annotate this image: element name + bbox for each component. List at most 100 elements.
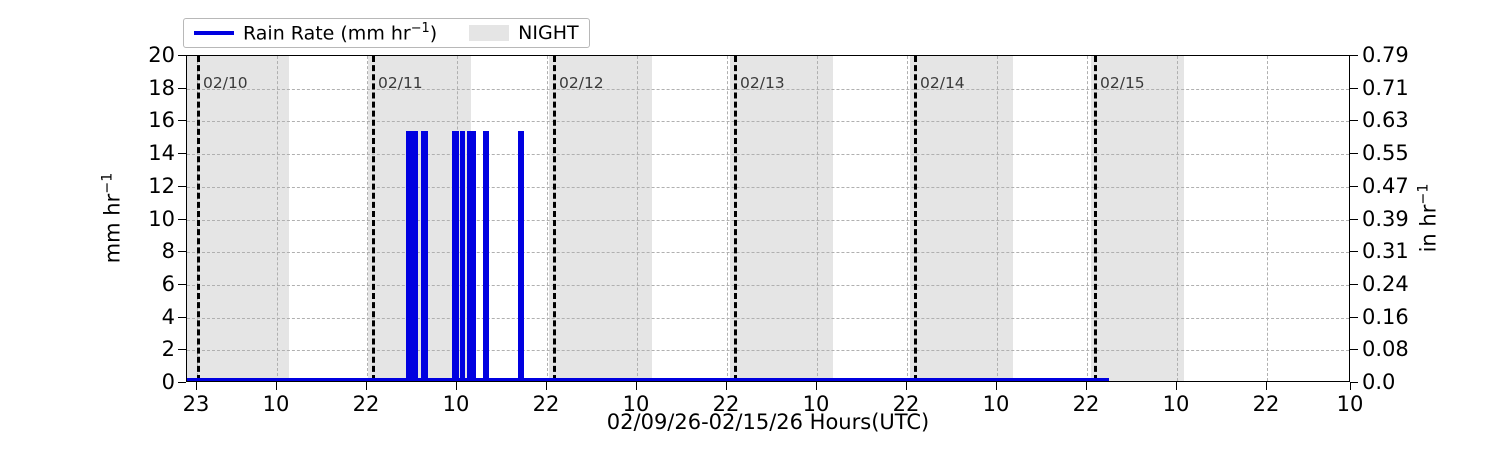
- legend-label-rain-rate: Rain Rate (mm hr−1): [243, 21, 438, 45]
- ytick-label-left-14: 14: [148, 141, 175, 166]
- xtick-label-11: 10: [1162, 392, 1190, 416]
- tick-bottom-3: [456, 382, 457, 390]
- gridline-h-10: [187, 219, 1349, 221]
- rain-spike-1: [406, 130, 418, 381]
- tick-bottom-11: [1176, 382, 1177, 390]
- tick-bottom-8: [906, 382, 907, 390]
- xtick-label-5: 10: [622, 392, 650, 416]
- legend-label-night: NIGHT: [518, 22, 579, 44]
- tick-bottom-12: [1266, 382, 1267, 390]
- tick-bottom-4: [546, 382, 547, 390]
- tick-right-7: [1350, 153, 1358, 155]
- ytick-label-right-4: 0.31: [1362, 239, 1409, 264]
- left-axis-title: mm hr−1: [99, 172, 125, 264]
- ytick-label-left-18: 18: [148, 75, 175, 100]
- gridline-v-12: [1267, 56, 1268, 381]
- gridline-v-6: [727, 56, 728, 381]
- day-divider-02-12: [553, 56, 556, 381]
- tick-bottom-9: [996, 382, 997, 390]
- plot-area: 02/10 02/11 02/12 02/13 02/14 02/15: [186, 55, 1350, 382]
- gridline-h-2: [187, 350, 1349, 352]
- day-divider-02-13: [734, 56, 737, 381]
- gridline-h-6: [187, 284, 1349, 286]
- night-band-5: [910, 56, 1013, 381]
- day-label-02-12: 02/12: [559, 74, 604, 92]
- ytick-label-right-2: 0.16: [1362, 304, 1409, 329]
- tick-left-4: [178, 316, 186, 318]
- day-label-02-10: 02/10: [203, 74, 248, 92]
- gridline-v-10: [1087, 56, 1088, 381]
- tick-right-5: [1350, 218, 1358, 220]
- xtick-label-8: 22: [892, 392, 920, 416]
- night-band-4: [730, 56, 833, 381]
- xtick-label-10: 22: [1072, 392, 1100, 416]
- tick-left-20: [178, 55, 186, 56]
- bottom-axis-title: 02/09/26-02/15/26 Hours(UTC): [606, 410, 930, 434]
- day-label-02-13: 02/13: [740, 74, 785, 92]
- xtick-label-12: 22: [1252, 392, 1280, 416]
- xtick-label-9: 10: [982, 392, 1010, 416]
- tick-right-6: [1350, 185, 1358, 187]
- tick-left-16: [178, 120, 186, 122]
- gridline-v-1: [277, 56, 278, 381]
- rain-spike-3: [452, 130, 459, 381]
- rain-spike-5: [467, 130, 476, 381]
- gridline-h-8: [187, 252, 1349, 254]
- day-label-02-11: 02/11: [378, 74, 423, 92]
- day-label-02-14: 02/14: [920, 74, 965, 92]
- ytick-label-right-3: 0.24: [1362, 271, 1409, 296]
- xtick-label-6: 22: [712, 392, 740, 416]
- day-label-02-15: 02/15: [1100, 74, 1145, 92]
- ytick-label-left-12: 12: [148, 173, 175, 198]
- tick-right-3: [1350, 283, 1358, 285]
- rain-spike-7: [518, 130, 524, 381]
- tick-right-8: [1350, 120, 1358, 122]
- tick-bottom-13: [1350, 382, 1351, 390]
- ytick-label-right-5: 0.39: [1362, 206, 1409, 231]
- tick-right-1: [1350, 349, 1358, 351]
- tick-left-14: [178, 153, 186, 155]
- night-band-1: [187, 56, 289, 381]
- gridline-h-18: [187, 88, 1349, 90]
- ytick-label-right-7: 0.55: [1362, 141, 1409, 166]
- tick-right-10: [1350, 55, 1358, 56]
- xtick-label-1: 10: [262, 392, 290, 416]
- legend-line-swatch: [194, 30, 234, 35]
- gridline-h-12: [187, 186, 1349, 188]
- tick-bottom-1: [276, 382, 277, 390]
- ytick-label-left-16: 16: [148, 108, 175, 133]
- tick-left-18: [178, 87, 186, 89]
- rain-spike-6: [483, 130, 489, 381]
- rain-spike-4: [460, 130, 465, 381]
- ytick-label-left-2: 2: [161, 337, 175, 362]
- gridline-v-11: [1177, 56, 1178, 381]
- ytick-label-left-4: 4: [161, 304, 175, 329]
- night-band-6: [1091, 56, 1184, 381]
- xtick-label-0: 23: [182, 392, 210, 416]
- ytick-label-right-8: 0.63: [1362, 108, 1409, 133]
- night-band-3: [549, 56, 652, 381]
- tick-right-2: [1350, 316, 1358, 318]
- tick-left-8: [178, 251, 186, 253]
- tick-left-0: [178, 382, 186, 383]
- ytick-label-right-10: 0.79: [1362, 43, 1409, 67]
- gridline-v-5: [637, 56, 638, 381]
- tick-left-6: [178, 283, 186, 285]
- gridline-h-4: [187, 317, 1349, 319]
- rain-spike-2: [421, 130, 428, 381]
- tick-bottom-5: [636, 382, 637, 390]
- gridline-v-9: [997, 56, 998, 381]
- tick-right-4: [1350, 251, 1358, 253]
- legend-night-swatch: [469, 25, 510, 41]
- tick-bottom-6: [726, 382, 727, 390]
- ytick-label-right-9: 0.71: [1362, 75, 1409, 100]
- tick-left-10: [178, 218, 186, 220]
- gridline-h-14: [187, 154, 1349, 156]
- xtick-label-2: 22: [352, 392, 380, 416]
- gridline-h-16: [187, 121, 1349, 123]
- xtick-label-13: 10: [1336, 392, 1364, 416]
- xtick-label-7: 10: [802, 392, 830, 416]
- day-divider-02-15: [1094, 56, 1097, 381]
- tick-bottom-10: [1086, 382, 1087, 390]
